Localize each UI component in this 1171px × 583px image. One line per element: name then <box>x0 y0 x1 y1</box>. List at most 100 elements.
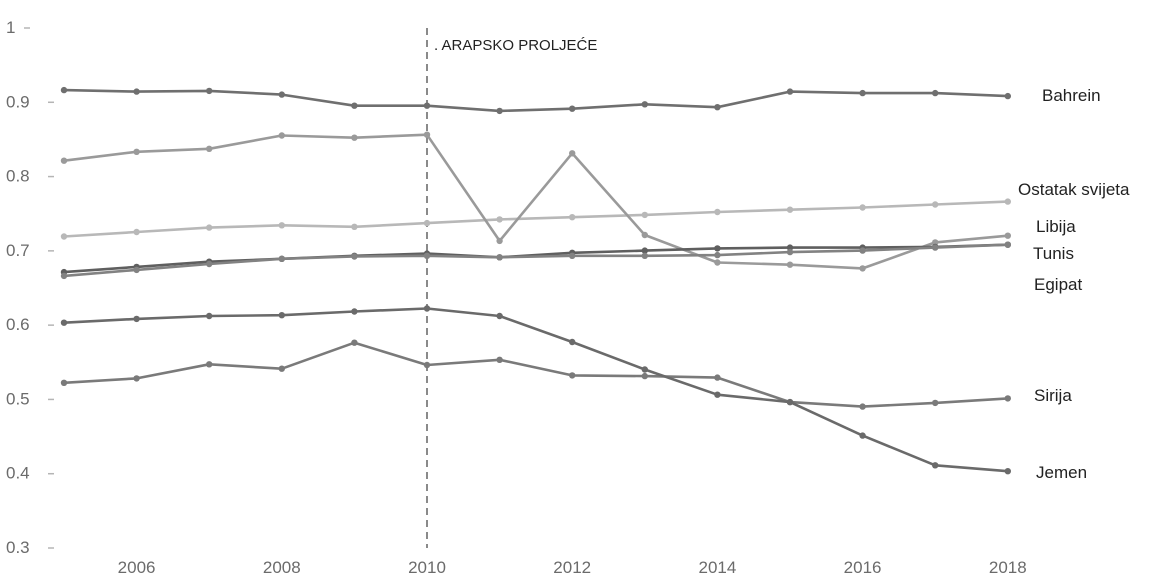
series-ostatak-svijeta <box>60 198 1011 240</box>
data-point-sirija <box>351 339 358 346</box>
data-point-egipat <box>641 252 648 259</box>
data-point-libija <box>569 150 576 157</box>
data-point-bahrein <box>351 102 358 109</box>
data-point-libija <box>278 132 285 139</box>
series-jemen <box>60 305 1011 475</box>
series-line-ostatak-svijeta <box>63 200 1008 238</box>
series-line-bahrein <box>63 88 1008 113</box>
series-sirija <box>60 339 1011 410</box>
data-point-ostatak-svijeta <box>206 224 213 231</box>
series-bahrein <box>60 86 1011 115</box>
data-point-egipat <box>569 252 576 259</box>
data-point-egipat <box>60 272 68 280</box>
data-point-libija <box>133 148 140 155</box>
data-point-ostatak-svijeta <box>569 214 576 221</box>
y-tick-label: 0.3 <box>6 538 30 557</box>
data-point-bahrein <box>278 91 285 98</box>
data-point-bahrein <box>641 101 648 108</box>
series-line-sirija <box>63 341 1008 408</box>
data-point-libija <box>206 145 213 152</box>
data-point-libija <box>932 239 939 246</box>
data-point-tunis <box>714 245 721 252</box>
data-point-sirija <box>206 361 213 368</box>
data-point-bahrein <box>859 89 866 97</box>
data-point-jemen <box>714 391 721 398</box>
data-point-jemen <box>569 338 576 346</box>
series-line-jemen <box>63 307 1008 473</box>
data-point-jemen <box>1004 468 1011 475</box>
data-point-bahrein <box>206 87 213 95</box>
data-point-tunis <box>786 244 794 251</box>
data-point-jemen <box>206 312 213 320</box>
data-point-jemen <box>786 398 794 406</box>
x-tick-label: 2010 <box>408 558 446 577</box>
x-tick-label: 2016 <box>844 558 882 577</box>
series-label-sirija: Sirija <box>1034 386 1072 405</box>
data-point-libija <box>496 237 503 245</box>
data-point-bahrein <box>932 89 939 97</box>
y-tick-label: 0.8 <box>6 167 30 186</box>
data-point-bahrein <box>496 107 503 115</box>
data-point-egipat <box>423 252 431 259</box>
data-point-jemen <box>278 312 285 319</box>
data-point-sirija <box>714 374 721 381</box>
data-point-jemen <box>60 319 68 326</box>
data-point-jemen <box>641 366 648 373</box>
data-point-jemen <box>496 312 503 320</box>
series-line-egipat <box>63 243 1008 278</box>
series-label-jemen: Jemen <box>1036 463 1087 482</box>
data-point-egipat <box>714 251 721 259</box>
y-tick-label: 0.7 <box>6 241 30 260</box>
annotation-layer: . ARAPSKO PROLJEĆE <box>426 28 597 548</box>
x-axis: 2006 2008 2010 2012 2014 2016 2018 <box>118 558 1027 577</box>
y-tick-label: 1 <box>6 18 15 37</box>
series-label-ostatak-svijeta: Ostatak svijeta <box>1018 180 1130 199</box>
arab-spring-label: . ARAPSKO PROLJEĆE <box>434 37 597 54</box>
series-line-libija <box>63 133 1008 270</box>
data-point-egipat <box>351 253 358 260</box>
data-point-libija <box>1004 232 1011 239</box>
data-point-jemen <box>859 432 866 439</box>
data-point-jemen <box>423 305 431 312</box>
x-tick-label: 2018 <box>989 558 1027 577</box>
data-point-egipat <box>932 244 939 251</box>
data-point-sirija <box>859 403 866 410</box>
data-point-bahrein <box>786 88 794 95</box>
data-point-sirija <box>932 399 939 407</box>
data-point-ostatak-svijeta <box>496 216 503 223</box>
data-point-bahrein <box>423 102 431 109</box>
data-point-bahrein <box>569 105 576 112</box>
series-line-tunis <box>63 243 1008 274</box>
x-tick-label: 2014 <box>698 558 736 577</box>
data-point-sirija <box>641 372 648 380</box>
x-tick-label: 2012 <box>553 558 591 577</box>
data-point-libija <box>714 259 721 266</box>
data-point-ostatak-svijeta <box>641 211 648 219</box>
data-point-egipat <box>1004 241 1011 248</box>
data-point-ostatak-svijeta <box>714 208 721 216</box>
data-point-libija <box>60 157 68 164</box>
data-point-egipat <box>133 266 140 274</box>
data-point-libija <box>859 265 866 272</box>
data-point-bahrein <box>714 104 721 111</box>
series-tunis <box>60 241 1011 276</box>
data-point-tunis <box>641 247 648 254</box>
data-point-ostatak-svijeta <box>1004 198 1011 205</box>
data-point-libija <box>641 231 648 239</box>
data-point-ostatak-svijeta <box>859 204 866 211</box>
data-point-sirija <box>60 379 68 386</box>
data-point-ostatak-svijeta <box>278 222 285 229</box>
data-point-ostatak-svijeta <box>133 228 140 236</box>
data-point-ostatak-svijeta <box>423 219 431 227</box>
series-label-libija: Libija <box>1036 217 1076 236</box>
series-layer <box>60 86 1011 475</box>
data-point-bahrein <box>60 86 68 94</box>
y-tick-label: 0.6 <box>6 315 30 334</box>
data-point-sirija <box>133 375 140 382</box>
series-label-layer: Bahrein Ostatak svijeta Libija Tunis Egipat S… <box>1018 86 1130 482</box>
y-tick-label: 0.9 <box>6 92 30 111</box>
x-tick-label: 2008 <box>263 558 301 577</box>
series-label-egipat: Egipat <box>1034 275 1082 294</box>
